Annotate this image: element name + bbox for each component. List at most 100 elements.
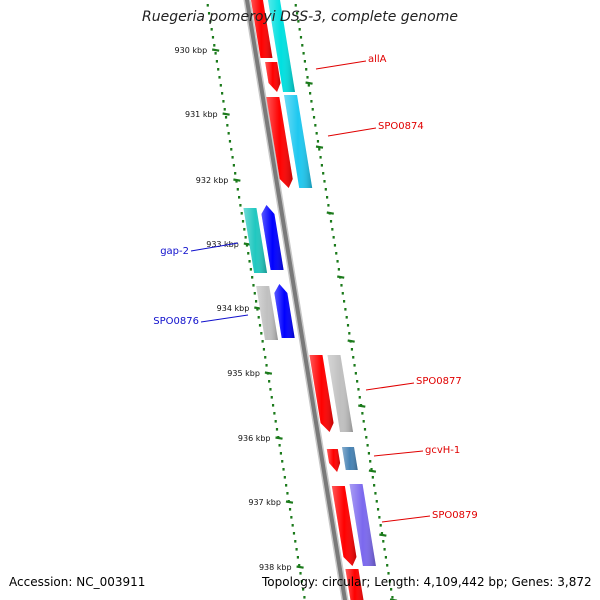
scale-dot xyxy=(279,452,283,455)
scale-tick-right xyxy=(379,533,387,537)
scale-dot xyxy=(314,124,317,127)
scale-dot xyxy=(375,500,378,503)
scale-dot xyxy=(320,164,323,167)
backbone-layer xyxy=(243,0,349,600)
tick-label: 930 kbp xyxy=(175,46,208,55)
scale-dot xyxy=(306,76,309,79)
cds-feature-1 xyxy=(251,0,273,58)
feature-shading xyxy=(284,95,313,188)
scale-tick-left xyxy=(296,565,304,569)
scale-tick-right xyxy=(358,404,366,408)
scale-dot xyxy=(388,580,391,583)
scale-dot xyxy=(295,548,298,551)
feature-shading xyxy=(349,484,376,566)
scale-dot xyxy=(217,68,220,71)
scale-dot xyxy=(227,132,230,135)
scale-dot xyxy=(382,540,385,543)
scale-dot xyxy=(291,524,294,527)
scale-dot xyxy=(358,396,361,399)
cds-feature-4 xyxy=(266,97,293,188)
gene-label: gap-2 xyxy=(160,246,189,257)
scale-dot xyxy=(353,364,356,367)
gene-label: SPO0879 xyxy=(432,510,478,521)
left-scale-line xyxy=(206,4,306,599)
scale-dot xyxy=(356,380,359,383)
scale-dot xyxy=(332,236,335,239)
scale-dot xyxy=(336,260,339,263)
tick-label: 938 kbp xyxy=(259,563,292,572)
gene-feature-5 xyxy=(284,95,313,188)
scale-dot xyxy=(211,36,215,39)
tick-label: 936 kbp xyxy=(238,434,271,443)
cds-feature-16 xyxy=(345,569,364,600)
scale-dot xyxy=(214,52,217,55)
scale-dot xyxy=(228,140,232,143)
scale-dot xyxy=(310,100,313,103)
genome-stats-text: Topology: circular; Length: 4,109,442 bp… xyxy=(262,575,592,589)
scale-dot xyxy=(254,300,258,303)
scale-dot xyxy=(322,172,325,175)
gene-label-leader xyxy=(327,127,377,137)
scale-dot xyxy=(269,388,272,391)
scale-dot xyxy=(281,460,284,463)
scale-dot xyxy=(319,156,322,159)
scale-dot xyxy=(273,412,276,415)
scale-tick-left xyxy=(275,436,283,440)
scale-dot xyxy=(222,100,225,103)
label-layer: allA SPO0874 gap-2 SPO0876 SPO0877 gcvH-1 SPO0… xyxy=(153,54,478,523)
scale-dot xyxy=(387,572,390,575)
scale-dot xyxy=(261,340,264,343)
scale-dot xyxy=(245,244,249,247)
scale-dot xyxy=(213,44,216,47)
scale-dot xyxy=(303,596,306,599)
feature-shading xyxy=(256,286,279,340)
scale-dot xyxy=(282,468,285,471)
scale-tick-right xyxy=(305,81,313,85)
cds-feature-12 xyxy=(326,449,341,472)
scale-dot xyxy=(318,148,321,151)
scale-dot xyxy=(307,84,310,87)
scale-dot xyxy=(315,132,318,135)
feature-shading xyxy=(345,569,364,600)
scale-dot xyxy=(345,316,348,319)
feature-shading xyxy=(341,447,358,470)
scale-dot xyxy=(285,484,288,487)
tick-label: 931 kbp xyxy=(185,110,218,119)
scale-tick-right xyxy=(337,275,345,279)
scale-dot xyxy=(256,308,259,311)
scale-dot xyxy=(378,516,381,519)
cds-feature-3 xyxy=(265,62,281,92)
scale-dot xyxy=(268,380,271,383)
scale-dot xyxy=(379,524,382,527)
tick-label: 933 kbp xyxy=(206,240,239,249)
cds-feature-10 xyxy=(309,355,334,432)
scale-dot xyxy=(335,252,338,255)
scale-dot xyxy=(374,492,377,495)
scale-tick-left xyxy=(211,48,220,52)
scale-dot xyxy=(342,300,346,303)
scale-dot xyxy=(239,204,242,207)
scale-dot xyxy=(323,180,326,183)
scale-dot xyxy=(357,388,360,391)
scale-dot xyxy=(391,596,394,599)
scale-dot xyxy=(367,452,371,455)
scale-dot xyxy=(295,12,299,15)
scale-dot xyxy=(350,348,354,351)
map-title: Ruegeria pomeroyi DSS-3, complete genome xyxy=(142,9,458,25)
scale-dot xyxy=(252,284,255,287)
scale-tick-right xyxy=(315,145,324,149)
cds-feature-14 xyxy=(331,486,357,566)
scale-dot xyxy=(299,572,302,575)
scale-tick-right xyxy=(347,339,355,343)
feature-shading xyxy=(326,449,341,472)
gene-label: allA xyxy=(368,54,387,65)
gene-label-leader xyxy=(373,450,424,457)
scale-dot xyxy=(366,444,369,447)
feature-shading xyxy=(265,62,281,92)
scale-dot xyxy=(301,44,304,47)
scale-dot xyxy=(362,420,365,423)
scale-dot xyxy=(386,564,389,567)
scale-dot xyxy=(226,124,229,127)
scale-dot xyxy=(249,268,252,271)
